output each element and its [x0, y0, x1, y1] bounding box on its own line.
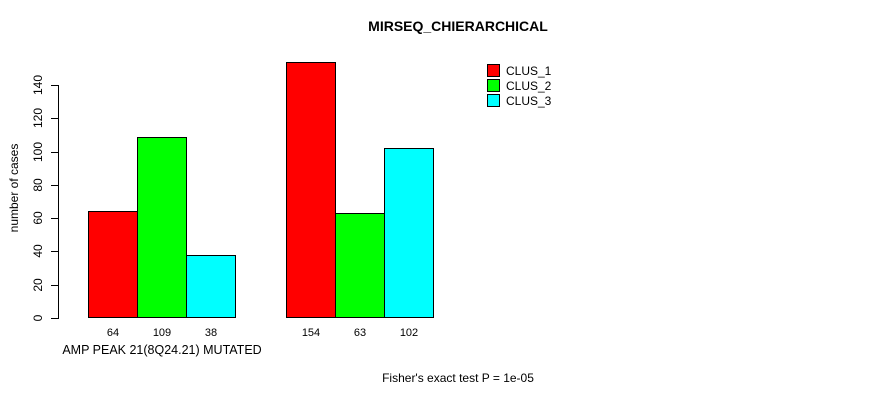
legend-swatch-icon [487, 94, 500, 107]
y-tick-label-60: 60 [31, 211, 45, 225]
y-axis-title: number of cases [7, 143, 21, 233]
bar-clus_2-group1 [137, 137, 187, 318]
bar-clus_3-group1 [186, 255, 236, 318]
legend-swatch-icon [487, 79, 500, 92]
bar-value-clus_2-group1: 109 [152, 327, 172, 339]
y-tick-mark-140 [51, 85, 58, 86]
chart-title: MIRSEQ_CHIERARCHICAL [368, 18, 548, 34]
legend-label: CLUS_2 [506, 78, 552, 93]
legend-item-clus_1: CLUS_1 [487, 63, 551, 78]
bar-value-clus_2-group2: 63 [353, 327, 367, 339]
y-tick-mark-20 [51, 285, 58, 286]
bar-value-clus_1-group1: 64 [106, 327, 120, 339]
y-tick-mark-40 [51, 251, 58, 252]
y-tick-label-20: 20 [31, 278, 45, 292]
y-tick-mark-0 [51, 318, 58, 319]
y-tick-mark-60 [51, 218, 58, 219]
bar-clus_1-group1 [88, 211, 138, 318]
y-tick-label-0: 0 [31, 314, 45, 322]
y-tick-label-140: 140 [31, 74, 45, 96]
bar-value-clus_3-group2: 102 [399, 327, 419, 339]
legend-swatch-icon [487, 64, 500, 77]
y-tick-label-80: 80 [31, 178, 45, 192]
legend: CLUS_1 CLUS_2 CLUS_3 [487, 63, 551, 108]
bar-clus_3-group2 [384, 148, 434, 318]
x-axis-title: AMP PEAK 21(8Q24.21) MUTATED [62, 343, 262, 357]
bar-value-clus_1-group2: 154 [301, 327, 321, 339]
bar-value-clus_3-group1: 38 [204, 327, 218, 339]
legend-label: CLUS_1 [506, 63, 552, 78]
bar-clus_1-group2 [286, 62, 336, 318]
y-tick-label-40: 40 [31, 244, 45, 258]
legend-item-clus_3: CLUS_3 [487, 93, 551, 108]
bar-clus_2-group2 [335, 213, 385, 318]
legend-item-clus_2: CLUS_2 [487, 78, 551, 93]
y-tick-mark-80 [51, 185, 58, 186]
legend-label: CLUS_3 [506, 93, 552, 108]
y-tick-label-120: 120 [31, 107, 45, 129]
footnote-pvalue: Fisher's exact test P = 1e-05 [382, 371, 534, 385]
y-axis-line [58, 85, 59, 319]
y-tick-mark-100 [51, 152, 58, 153]
y-tick-label-100: 100 [31, 141, 45, 163]
y-tick-mark-120 [51, 118, 58, 119]
